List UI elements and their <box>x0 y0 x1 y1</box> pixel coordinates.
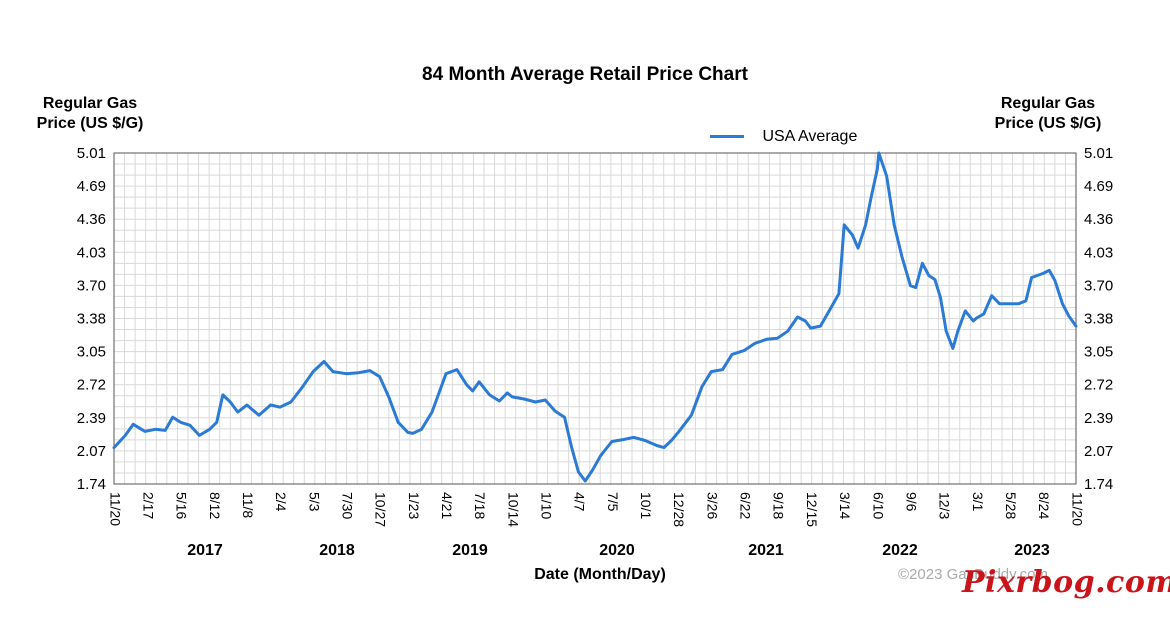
x-tick-label: 11/8 <box>240 492 256 518</box>
y-tick-label-left: 4.36 <box>77 211 106 228</box>
y-tick-label-right: 4.03 <box>1084 244 1113 261</box>
series-line-usa-average <box>112 151 1078 483</box>
y-tick-label-right: 3.05 <box>1084 344 1113 361</box>
y-tick-label-left: 2.72 <box>77 377 106 394</box>
x-tick-label: 12/15 <box>804 492 820 527</box>
y-tick-label-left: 3.05 <box>77 344 106 361</box>
plot-border <box>113 152 1077 485</box>
year-label: 2017 <box>187 542 223 559</box>
x-tick-label: 11/20 <box>107 492 123 526</box>
x-tick-label: 2/17 <box>140 492 156 519</box>
y-tick-label-left: 1.74 <box>77 476 106 493</box>
year-label: 2018 <box>319 542 355 559</box>
y-tick-label-right: 5.01 <box>1084 145 1113 162</box>
x-tick-label: 1/10 <box>539 492 555 519</box>
chart-title: 84 Month Average Retail Price Chart <box>422 64 748 85</box>
chart-legend: USA Average <box>710 128 857 146</box>
y-axis-title-left: Regular Gas Price (US $/G) <box>20 94 160 134</box>
legend-swatch <box>710 135 744 139</box>
x-tick-label: 6/10 <box>870 492 886 519</box>
y-tick-label-right: 4.69 <box>1084 178 1113 195</box>
y-axis-title-left-line1: Regular Gas <box>42 95 138 112</box>
x-tick-label: 2/4 <box>273 492 289 512</box>
y-tick-label-right: 3.70 <box>1084 277 1113 294</box>
x-tick-label: 10/27 <box>373 492 389 527</box>
y-tick-label-left: 3.38 <box>77 311 106 328</box>
year-label: 2019 <box>452 542 488 559</box>
y-axis-title-right: Regular Gas Price (US $/G) <box>978 94 1118 134</box>
y-tick-label-right: 3.38 <box>1084 311 1113 328</box>
y-axis-title-right-line2: Price (US $/G) <box>994 115 1102 132</box>
legend-label-usa-average: USA Average <box>762 128 858 145</box>
y-tick-label-left: 5.01 <box>77 145 106 162</box>
y-axis-title-left-line2: Price (US $/G) <box>36 115 144 132</box>
x-tick-label: 8/12 <box>207 492 223 519</box>
x-tick-label: 5/3 <box>306 492 322 512</box>
y-tick-label-right: 2.72 <box>1084 377 1113 394</box>
x-tick-label: 7/5 <box>605 492 621 512</box>
x-tick-label: 12/28 <box>671 492 687 527</box>
x-tick-label: 3/1 <box>970 492 986 512</box>
x-tick-label: 8/24 <box>1036 492 1052 519</box>
y-tick-label-left: 3.70 <box>77 277 106 294</box>
gasbuddy-credit: ©2023 GasBuddy.com <box>898 566 1049 583</box>
x-tick-label: 3/14 <box>837 492 853 519</box>
y-tick-label-right: 4.36 <box>1084 211 1113 228</box>
x-tick-label: 5/28 <box>1003 492 1019 519</box>
x-tick-label: 1/23 <box>406 492 422 519</box>
x-axis-title: Date (Month/Day) <box>534 566 666 583</box>
year-label: 2022 <box>882 542 918 559</box>
y-tick-label-left: 2.39 <box>77 410 106 427</box>
x-tick-label: 3/26 <box>704 492 720 519</box>
x-tick-label: 9/6 <box>903 492 919 512</box>
x-tick-label: 9/18 <box>771 492 787 519</box>
y-tick-label-left: 2.07 <box>77 443 106 460</box>
x-tick-label: 4/7 <box>572 492 588 512</box>
y-tick-label-right: 1.74 <box>1084 476 1113 493</box>
year-label: 2021 <box>748 542 784 559</box>
x-tick-label: 7/30 <box>340 492 356 519</box>
y-axis-title-right-line1: Regular Gas <box>1000 95 1096 112</box>
x-tick-label: 4/21 <box>439 492 455 519</box>
year-label: 2020 <box>599 542 635 559</box>
y-tick-label-right: 2.07 <box>1084 443 1113 460</box>
x-tick-label: 5/16 <box>174 492 190 519</box>
y-tick-label-left: 4.03 <box>77 244 106 261</box>
x-tick-label: 10/14 <box>505 492 521 527</box>
x-tick-label: 10/1 <box>638 492 654 519</box>
x-tick-label: 6/22 <box>738 492 754 519</box>
x-tick-label: 11/20 <box>1069 492 1085 526</box>
x-tick-label: 7/18 <box>472 492 488 519</box>
y-tick-label-left: 4.69 <box>77 178 106 195</box>
x-tick-label: 12/3 <box>937 492 953 519</box>
year-label: 2023 <box>1014 542 1050 559</box>
watermark: Pixrbog.com <box>962 565 1170 600</box>
y-tick-label-right: 2.39 <box>1084 410 1113 427</box>
